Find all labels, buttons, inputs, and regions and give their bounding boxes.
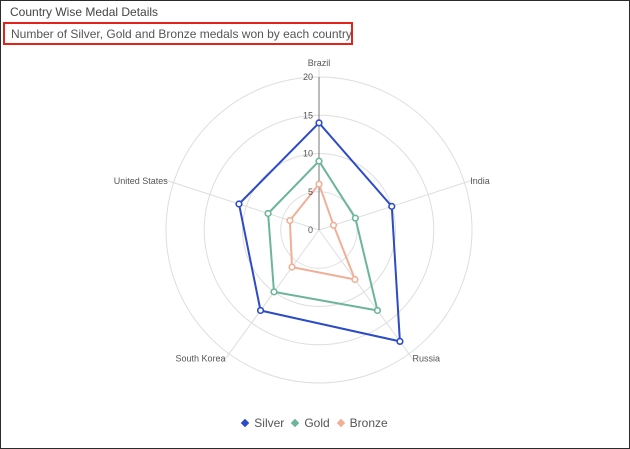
data-point-gold[interactable] — [270, 288, 278, 296]
y-tick-label: 20 — [303, 72, 313, 82]
radar-series — [235, 119, 404, 346]
y-tick-label: 10 — [303, 149, 313, 159]
y-tick-label: 15 — [303, 110, 313, 120]
category-label: Brazil — [308, 58, 331, 68]
chart-legend: Silver Gold Bronze — [1, 416, 629, 430]
grid-spoke — [222, 229, 320, 363]
legend-label: Bronze — [349, 416, 388, 430]
data-point-silver[interactable] — [315, 119, 323, 127]
legend-marker-icon — [241, 418, 250, 428]
data-point-bronze[interactable] — [351, 275, 359, 284]
data-point-silver[interactable] — [388, 202, 396, 210]
data-point-silver[interactable] — [256, 306, 265, 315]
series-line-gold — [267, 160, 379, 312]
y-tick-label: 0 — [308, 225, 313, 235]
category-label: South Korea — [175, 354, 225, 364]
chart-title: Country Wise Medal Details — [10, 5, 159, 19]
data-point-gold[interactable] — [315, 157, 323, 165]
data-point-gold[interactable] — [373, 306, 382, 315]
legend-marker-icon — [291, 418, 300, 428]
category-label: Russia — [412, 354, 440, 364]
data-point-bronze[interactable] — [329, 221, 338, 229]
legend-marker-icon — [336, 418, 345, 428]
series-line-bronze — [288, 183, 356, 281]
y-tick-label: 5 — [308, 187, 313, 197]
series-line-silver — [238, 121, 401, 343]
category-label: United States — [114, 176, 169, 186]
legend-label: Silver — [254, 416, 285, 430]
data-point-bronze[interactable] — [286, 216, 294, 225]
data-point-bronze[interactable] — [315, 180, 323, 188]
radar-labels: 0 5 10 15 20 Brazil India Russia South Korea Unit… — [114, 58, 490, 364]
radar-grid — [163, 66, 475, 384]
legend-label: Gold — [304, 416, 330, 430]
chart-subtitle: Number of Silver, Gold and Bronze medals… — [3, 22, 353, 45]
data-point-gold[interactable] — [351, 214, 359, 222]
legend-item-silver[interactable]: Silver — [241, 416, 285, 430]
data-point-bronze[interactable] — [288, 263, 296, 271]
data-point-gold[interactable] — [264, 209, 272, 218]
data-point-silver[interactable] — [235, 200, 243, 208]
legend-item-gold[interactable]: Gold — [291, 416, 330, 430]
legend-item-bronze[interactable]: Bronze — [336, 416, 388, 430]
grid-spoke — [318, 178, 475, 231]
data-point-silver[interactable] — [396, 337, 404, 346]
category-label: India — [470, 176, 490, 186]
